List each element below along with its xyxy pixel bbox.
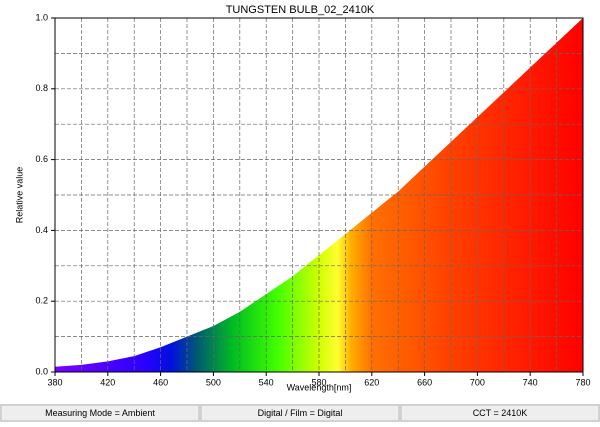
status-cell	[0, 404, 200, 422]
x-axis-label: Wavelength[nm]	[287, 382, 352, 392]
chart-title: TUNGSTEN BULB_02_2410K	[226, 4, 375, 16]
y-tick-label: 0.2	[35, 296, 48, 306]
x-tick-label: 620	[364, 377, 379, 387]
x-tick-label: 780	[575, 377, 590, 387]
x-tick-label: 420	[100, 377, 115, 387]
y-axis-label: Relative value	[14, 167, 24, 224]
x-tick-label: 540	[259, 377, 274, 387]
x-tick-label: 700	[470, 377, 485, 387]
y-tick-label: 0.6	[35, 154, 48, 164]
x-tick-label: 740	[523, 377, 538, 387]
x-tick-label: 500	[206, 377, 221, 387]
y-tick-label: 1.0	[35, 12, 48, 22]
status-text: CCT = 2410K	[473, 408, 528, 418]
status-cell	[400, 404, 600, 422]
x-tick-label: 580	[311, 377, 326, 387]
x-tick-label: 460	[153, 377, 168, 387]
x-tick-label: 660	[417, 377, 432, 387]
y-tick-label: 0.4	[35, 225, 48, 235]
x-tick-label: 380	[47, 377, 62, 387]
status-text: Measuring Mode = Ambient	[45, 408, 155, 418]
y-tick-label: 0.0	[35, 366, 48, 376]
status-text: Digital / Film = Digital	[258, 408, 343, 418]
status-cell	[200, 404, 400, 422]
y-tick-label: 0.8	[35, 83, 48, 93]
